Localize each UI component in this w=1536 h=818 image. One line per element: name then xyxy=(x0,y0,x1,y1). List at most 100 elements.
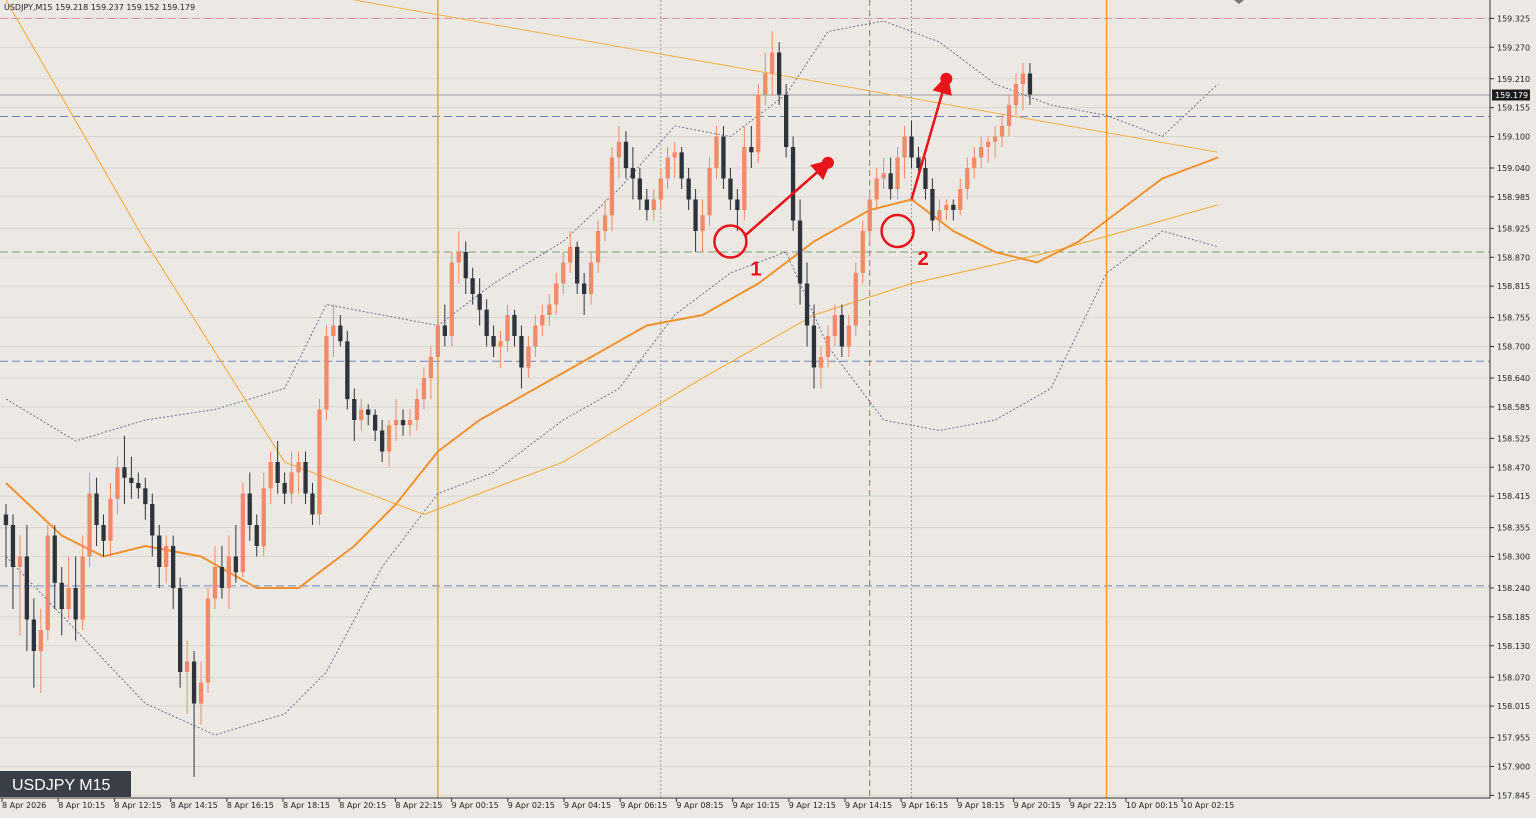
horizontal-lines xyxy=(0,17,1490,587)
candle-body xyxy=(916,157,921,168)
candle-body xyxy=(191,661,197,704)
candle-body xyxy=(442,325,447,336)
ma-slow-line xyxy=(5,0,1219,516)
candle-body xyxy=(811,325,817,368)
price-tick-label: 158.815 xyxy=(1497,282,1530,291)
price-axis: 159.325 159.270 159.210 159.155 159.100 159.0… xyxy=(1490,14,1530,800)
candle-body xyxy=(122,467,127,478)
price-tick-label: 159.100 xyxy=(1497,133,1530,142)
candle-body xyxy=(3,514,9,525)
candle-body xyxy=(728,178,733,200)
time-tick-label: 9 Apr 16:15 xyxy=(901,801,948,810)
candle-body xyxy=(296,462,301,473)
time-tick-label: 8 Apr 16:15 xyxy=(227,801,274,810)
candle-body xyxy=(449,262,454,336)
candle-body xyxy=(352,399,357,420)
candle-body xyxy=(818,357,824,368)
candle-body xyxy=(777,52,782,95)
time-tick-label: 8 Apr 10:15 xyxy=(58,801,105,810)
price-tick-label: 158.700 xyxy=(1497,343,1530,352)
candle-body xyxy=(484,309,489,336)
annotation-dot xyxy=(821,156,834,169)
candle-body xyxy=(999,126,1005,137)
candle-body xyxy=(832,315,837,336)
candle-body xyxy=(428,357,433,378)
candle-body xyxy=(59,582,64,610)
candle-body xyxy=(930,189,935,221)
candle-body xyxy=(31,619,36,651)
candle-body xyxy=(888,173,893,190)
candle-body xyxy=(143,488,148,505)
candle-body xyxy=(658,178,663,200)
candle-body xyxy=(595,231,601,263)
candle-body xyxy=(575,246,580,284)
candle-body xyxy=(477,294,482,310)
candle-body xyxy=(790,147,796,221)
price-tick-label: 158.585 xyxy=(1497,403,1530,412)
candle-body xyxy=(700,215,705,232)
price-tick-label: 158.640 xyxy=(1497,374,1530,383)
candle-body xyxy=(839,315,844,347)
candle-body xyxy=(178,588,183,672)
price-tick-label: 159.270 xyxy=(1497,43,1530,52)
candle-body xyxy=(359,409,364,420)
candle-body xyxy=(380,430,385,452)
candle-body xyxy=(992,136,998,142)
candle-body xyxy=(672,152,677,158)
header-info: USDJPY,M15 159.218 159.237 159.152 159.1… xyxy=(4,3,195,12)
candle-body xyxy=(721,136,726,179)
price-tick-label: 158.415 xyxy=(1497,492,1530,501)
candle-body xyxy=(609,157,615,216)
candle-body xyxy=(735,199,740,210)
candle-body xyxy=(846,325,851,347)
candle-body xyxy=(986,141,991,147)
candle-body xyxy=(24,556,29,620)
candle-body xyxy=(770,52,775,74)
annotation-circle xyxy=(880,213,915,249)
candle-body xyxy=(568,246,573,263)
candle-body xyxy=(547,304,552,315)
candle-body xyxy=(742,147,747,210)
ma-fast-line xyxy=(5,156,1219,589)
candle-body xyxy=(561,262,566,284)
time-tick-label: 9 Apr 02:15 xyxy=(508,801,555,810)
current-price-tag-bg xyxy=(1492,89,1530,101)
time-tick-label: 10 Apr 02:15 xyxy=(1182,801,1234,810)
time-tick-label: 9 Apr 22:15 xyxy=(1070,801,1117,810)
candle-body xyxy=(184,661,190,672)
price-tick-label: 158.925 xyxy=(1497,224,1530,233)
candle-body xyxy=(756,94,761,153)
candle-body xyxy=(45,535,50,630)
candle-body xyxy=(108,498,113,541)
annotation-circle xyxy=(713,224,748,259)
candle-body xyxy=(226,556,231,588)
time-tick-label: 8 Apr 14:15 xyxy=(171,801,218,810)
candle-body xyxy=(679,152,684,179)
candle-body xyxy=(965,168,970,189)
price-tick-label: 157.845 xyxy=(1497,791,1530,800)
annotation-label: 1 xyxy=(750,259,761,281)
candle-body xyxy=(902,136,907,158)
candle-body xyxy=(421,378,427,399)
symbol-badge: USDJPY M15 xyxy=(0,771,131,797)
candle-body xyxy=(505,315,510,342)
candle-body xyxy=(150,504,155,536)
candle-body xyxy=(588,262,594,294)
price-tick-label: 158.470 xyxy=(1497,463,1530,472)
candle-body xyxy=(804,283,810,326)
time-tick-label: 9 Apr 18:15 xyxy=(957,801,1004,810)
candle-body xyxy=(338,325,343,342)
candle-body xyxy=(331,325,336,336)
candle-body xyxy=(1013,84,1019,105)
scroll-marker-icon[interactable] xyxy=(1234,0,1244,4)
candle-body xyxy=(630,168,635,179)
candle-body xyxy=(797,220,803,284)
annotation-dot xyxy=(940,72,953,85)
candle-body xyxy=(526,346,531,368)
candle-body xyxy=(874,178,879,200)
candle-body xyxy=(860,231,865,273)
candle-body xyxy=(456,252,461,263)
